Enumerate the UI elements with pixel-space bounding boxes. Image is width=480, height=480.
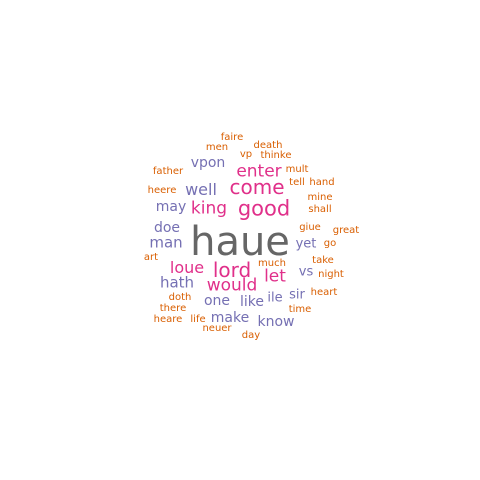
word-enter: enter <box>236 161 282 182</box>
word-hath: hath <box>159 273 195 292</box>
word-mine: mine <box>307 192 333 203</box>
word-heere: heere <box>147 185 177 196</box>
word-tell: tell <box>289 177 305 188</box>
word-good: good <box>237 196 291 221</box>
word-thinke: thinke <box>260 150 292 161</box>
word-great: great <box>332 225 360 236</box>
word-day: day <box>241 330 261 341</box>
word-king: king <box>190 198 228 219</box>
word-much: much <box>258 258 286 269</box>
word-loue: loue <box>169 258 205 277</box>
word-giue: giue <box>299 222 321 233</box>
word-doe: doe <box>153 220 181 236</box>
word-let: let <box>264 266 286 287</box>
word-know: know <box>257 314 295 330</box>
word-heare: heare <box>153 314 183 325</box>
word-vp: vp <box>239 149 253 160</box>
word-yet: yet <box>295 236 317 252</box>
word-well: well <box>185 180 217 199</box>
word-like: like <box>239 294 265 310</box>
word-haue: haue <box>190 219 290 265</box>
word-doth: doth <box>168 292 192 303</box>
word-one: one <box>203 293 231 309</box>
word-heart: heart <box>310 287 338 298</box>
word-life: life <box>190 314 206 325</box>
word-would: would <box>206 275 258 296</box>
word-mult: mult <box>285 164 309 175</box>
word-there: there <box>159 303 187 314</box>
word-sir: sir <box>289 287 305 303</box>
word-time: time <box>288 304 312 315</box>
word-art: art <box>143 252 159 263</box>
word-vpon: vpon <box>190 155 226 171</box>
word-hand: hand <box>309 177 335 188</box>
word-men: men <box>205 142 229 153</box>
word-night: night <box>318 269 344 280</box>
word-shall: shall <box>308 204 332 215</box>
word-take: take <box>312 255 334 266</box>
word-vs: vs <box>298 264 314 280</box>
word-may: may <box>155 199 187 215</box>
word-faire: faire <box>220 132 244 143</box>
word-man: man <box>149 233 183 252</box>
word-father: father <box>152 166 184 177</box>
word-death: death <box>253 140 283 151</box>
word-lord: lord <box>212 258 252 282</box>
word-neuer: neuer <box>202 323 232 334</box>
word-ile: ile <box>267 290 283 306</box>
word-come: come <box>229 175 285 199</box>
word-make: make <box>210 310 250 326</box>
word-go: go <box>323 238 337 249</box>
